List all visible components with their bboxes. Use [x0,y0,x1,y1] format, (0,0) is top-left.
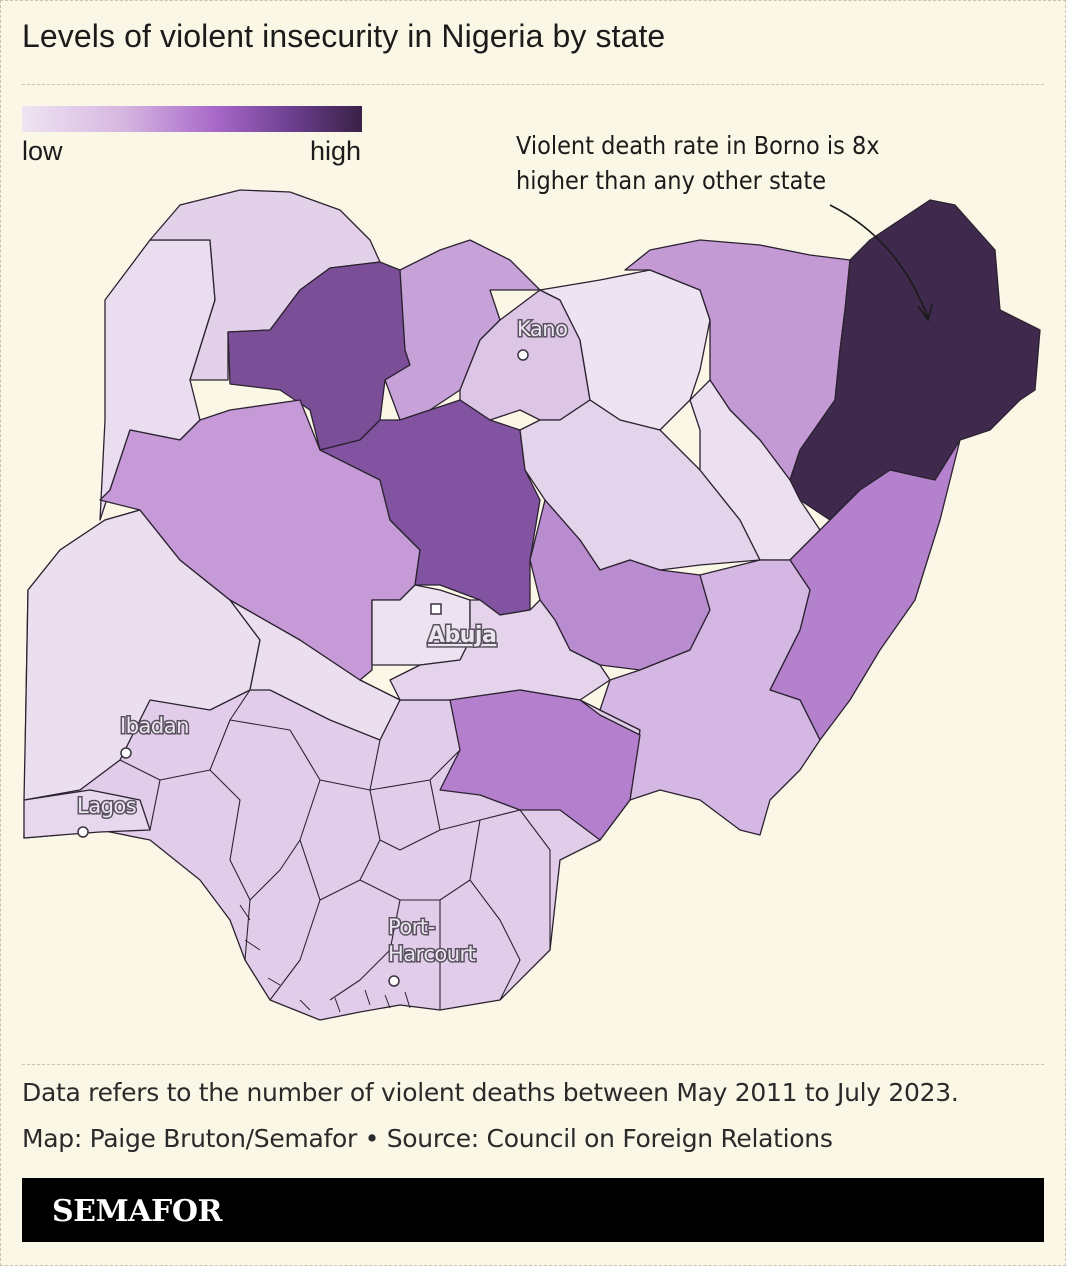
data-note: Data refers to the number of violent dea… [22,1078,959,1107]
source-credit: Map: Paige Bruton/Semafor • Source: Coun… [22,1124,833,1153]
legend-low-label: low [22,136,63,166]
state-lagos [23,789,151,839]
annotation-arrowhead [917,303,933,322]
annotation-line-1: Violent death rate in Borno is 8x [516,131,880,160]
state-taraba [599,559,821,836]
state-nasarawa [389,599,611,701]
state-kaduna [319,399,541,616]
chart-title: Levels of violent insecurity in Nigeria … [22,18,666,54]
lagos-label: Lagos [77,794,136,818]
delta-coastline [239,904,411,1013]
ibadan-marker [120,747,132,759]
borno-annotation: Violent death rate in Borno is 8x higher… [516,128,916,198]
legend-high-label: high [310,136,362,166]
state-boundaries [119,689,551,1010]
brand-footer: SEMAFOR [22,1178,1044,1242]
port-harcourt-label-line2: Harcourt [388,942,476,966]
semafor-logo: SEMAFOR [52,1194,222,1229]
annotation-arrow [829,204,929,319]
legend-color-scale [22,106,362,132]
port-harcourt-marker [388,975,400,987]
ibadan-label: Ibadan [120,714,189,738]
kano-marker [517,349,529,361]
abuja-marker [430,603,442,615]
abuja-label: Abuja [428,623,496,648]
annotation-line-2: higher than any other state [516,166,827,195]
divider-top [22,84,1044,85]
kano-label: Kano [517,317,567,341]
lagos-marker [77,826,89,838]
state-benue [439,689,641,841]
port-harcourt-label-line1: Port- [388,915,435,939]
divider-bottom [22,1064,1044,1065]
